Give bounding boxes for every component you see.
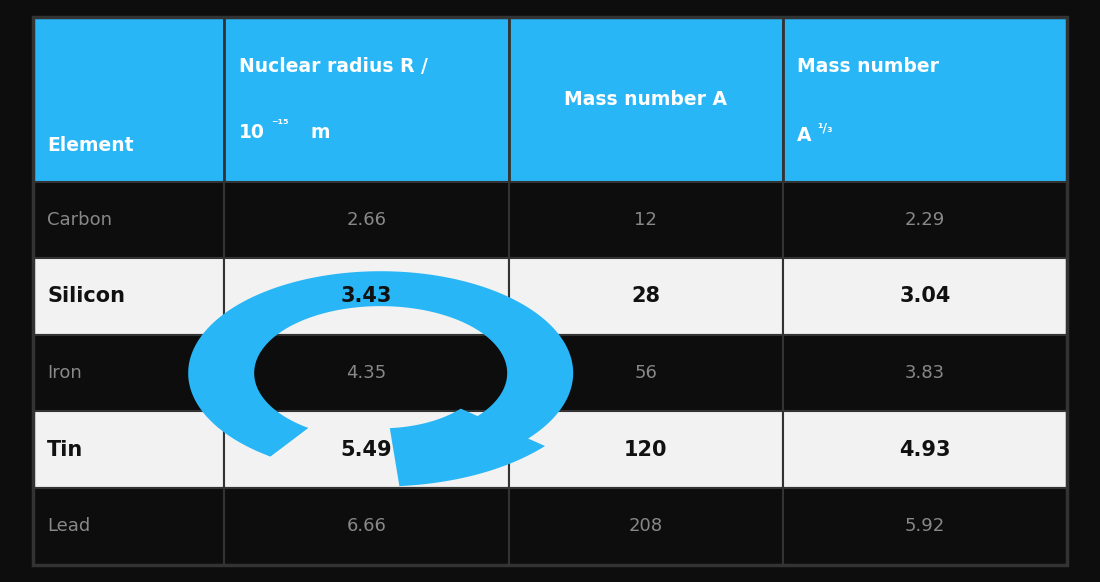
Text: 5.92: 5.92	[904, 517, 945, 535]
Bar	[783, 182, 1067, 258]
Text: Iron: Iron	[47, 364, 82, 382]
Text: Carbon: Carbon	[47, 211, 112, 229]
Polygon shape	[188, 271, 573, 456]
Text: 208: 208	[628, 517, 662, 535]
Bar	[33, 335, 224, 411]
Bar	[33, 17, 224, 182]
Bar	[224, 488, 508, 565]
Bar	[508, 411, 783, 488]
Bar	[33, 488, 224, 565]
Text: Silicon: Silicon	[47, 286, 125, 307]
Text: 120: 120	[624, 439, 668, 460]
Bar	[783, 17, 1067, 182]
Text: ¹/₃: ¹/₃	[816, 122, 833, 134]
Text: Tin: Tin	[47, 439, 84, 460]
Text: 12: 12	[635, 211, 657, 229]
Bar	[783, 488, 1067, 565]
Bar	[508, 258, 783, 335]
Bar	[783, 411, 1067, 488]
Bar	[783, 335, 1067, 411]
Text: 3.83: 3.83	[905, 364, 945, 382]
Text: ⁻¹⁵: ⁻¹⁵	[272, 118, 289, 132]
Bar	[33, 258, 224, 335]
Bar	[508, 335, 783, 411]
Text: Lead: Lead	[47, 517, 90, 535]
Bar	[33, 411, 224, 488]
Text: 56: 56	[635, 364, 657, 382]
Bar	[508, 17, 783, 182]
Text: Element: Element	[47, 136, 134, 155]
Bar	[224, 182, 508, 258]
Bar	[224, 258, 508, 335]
Polygon shape	[206, 416, 308, 456]
Text: 10: 10	[239, 123, 264, 142]
Text: Mass number A: Mass number A	[564, 90, 727, 109]
Text: 3.43: 3.43	[341, 286, 393, 307]
Text: m: m	[310, 123, 330, 142]
Text: 28: 28	[631, 286, 660, 307]
Text: 2.66: 2.66	[346, 211, 386, 229]
Text: Mass number: Mass number	[796, 57, 939, 76]
Text: 4.93: 4.93	[899, 439, 950, 460]
Text: 4.35: 4.35	[346, 364, 386, 382]
Bar	[508, 182, 783, 258]
Text: Nuclear radius R /: Nuclear radius R /	[239, 57, 428, 76]
Text: 5.49: 5.49	[341, 439, 393, 460]
Bar	[224, 17, 508, 182]
Text: A: A	[796, 126, 812, 145]
Bar	[783, 258, 1067, 335]
Text: 2.29: 2.29	[904, 211, 945, 229]
Polygon shape	[389, 409, 544, 486]
Bar	[508, 488, 783, 565]
Text: 6.66: 6.66	[346, 517, 386, 535]
Bar	[224, 335, 508, 411]
Bar	[33, 182, 224, 258]
Text: 3.04: 3.04	[899, 286, 950, 307]
Bar	[224, 411, 508, 488]
